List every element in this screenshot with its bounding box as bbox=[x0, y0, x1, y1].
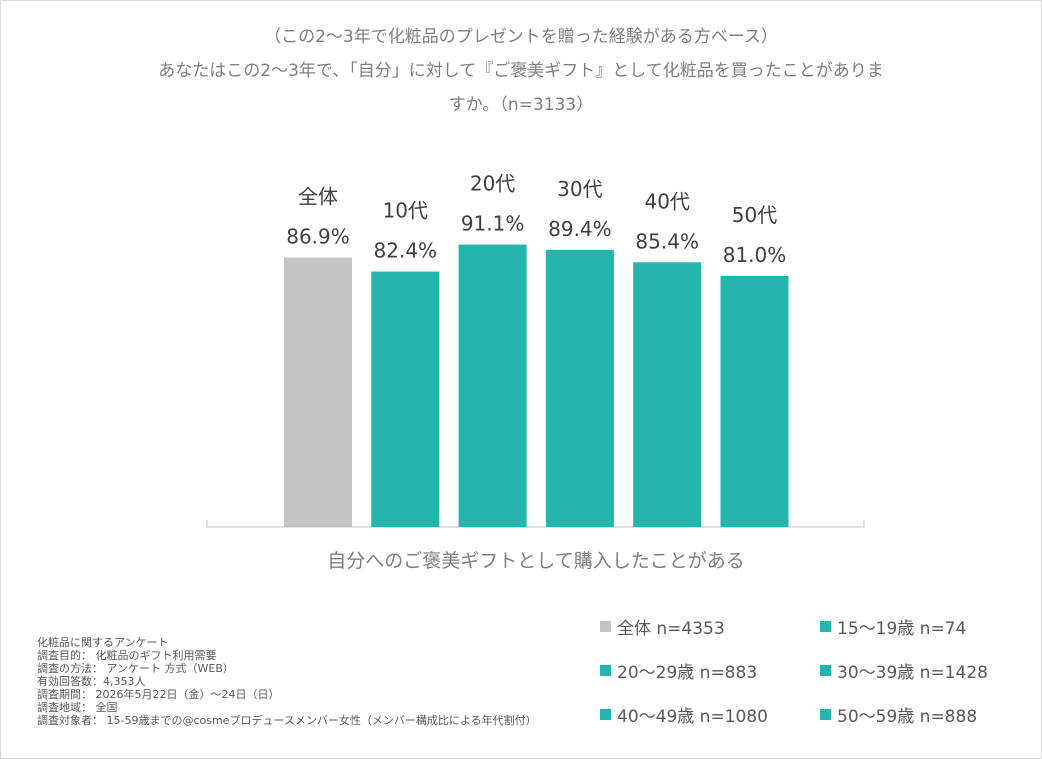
category-label-4: 40代 bbox=[644, 189, 689, 213]
x-axis-line bbox=[206, 520, 865, 528]
legend-item: 20～29歳 n=883 bbox=[600, 658, 757, 683]
value-label-4: 85.4% bbox=[635, 229, 699, 253]
legend-item: 全体 n=4353 bbox=[600, 614, 725, 639]
category-label-2: 20代 bbox=[470, 172, 515, 196]
category-label-0: 全体 bbox=[298, 185, 338, 209]
survey-notes: 化粧品に関するアンケート 調査目的： 化粧品のギフト利用需要 調査の方法： アンケー… bbox=[37, 636, 537, 727]
legend-swatch bbox=[600, 709, 611, 720]
x-axis-label: 自分へのご褒美ギフトとして購入したことがある bbox=[327, 550, 745, 572]
value-label-5: 81.0% bbox=[723, 243, 787, 267]
legend-swatch bbox=[820, 621, 831, 632]
note-line: 調査の方法： アンケート 方式（WEB） bbox=[37, 662, 234, 675]
legend-item: 40～49歳 n=1080 bbox=[600, 702, 768, 727]
value-label-1: 82.4% bbox=[374, 239, 438, 263]
chart-legend: 全体 n=4353 15～19歳 n=74 20～29歳 n=883 30～39歳 n… bbox=[600, 614, 1030, 744]
legend-item: 50～59歳 n=888 bbox=[820, 702, 977, 727]
question-base-line: （この2～3年で化粧品のプレゼントを贈った経験がある方ベース） bbox=[264, 27, 778, 47]
category-label-1: 10代 bbox=[383, 199, 428, 223]
note-line: 化粧品に関するアンケート bbox=[37, 636, 169, 649]
value-label-2: 91.1% bbox=[461, 212, 525, 236]
bar-2 bbox=[458, 244, 527, 527]
question-text: （この2～3年で化粧品のプレゼントを贈った経験がある方ベース） あなたはこの2～… bbox=[0, 20, 1042, 122]
note-line: 調査期間： 2026年5月22日（金）～24日（日） bbox=[37, 688, 280, 701]
question-line: あなたはこの2～3年で、「自分」に対して『ご褒美ギフト』として化粧品を買ったこと… bbox=[158, 61, 884, 81]
legend-swatch bbox=[600, 621, 611, 632]
legend-label: 40～49歳 n=1080 bbox=[617, 707, 768, 727]
legend-label: 30～39歳 n=1428 bbox=[837, 663, 988, 683]
note-line: 有効回答数：4,353人 bbox=[37, 675, 146, 688]
question-line-end: すか。（n=3133） bbox=[448, 95, 594, 115]
legend-item: 30～39歳 n=1428 bbox=[820, 658, 988, 683]
legend-label: 全体 n=4353 bbox=[617, 619, 725, 639]
legend-label: 15～19歳 n=74 bbox=[837, 619, 967, 639]
note-line: 調査目的： 化粧品のギフト利用需要 bbox=[37, 649, 217, 662]
legend-label: 50～59歳 n=888 bbox=[837, 707, 978, 727]
note-line: 調査対象者： 15-59歳までの@cosmeプロデュースメンバー女性（メンバー構… bbox=[37, 714, 537, 727]
legend-label: 20～29歳 n=883 bbox=[617, 663, 758, 683]
value-label-3: 89.4% bbox=[548, 217, 612, 241]
legend-item: 15～19歳 n=74 bbox=[820, 614, 966, 639]
note-line: 調査地域： 全国 bbox=[37, 701, 118, 714]
category-label-3: 30代 bbox=[557, 177, 602, 201]
legend-swatch bbox=[600, 665, 611, 676]
bar-5 bbox=[720, 275, 789, 527]
category-label-5: 50代 bbox=[732, 203, 777, 227]
value-label-0: 86.9% bbox=[286, 225, 350, 249]
legend-swatch bbox=[820, 665, 831, 676]
legend-swatch bbox=[820, 709, 831, 720]
bar-0 bbox=[284, 257, 352, 527]
bar-4 bbox=[633, 262, 702, 527]
bar-3 bbox=[545, 249, 614, 528]
bar-1 bbox=[371, 271, 440, 527]
